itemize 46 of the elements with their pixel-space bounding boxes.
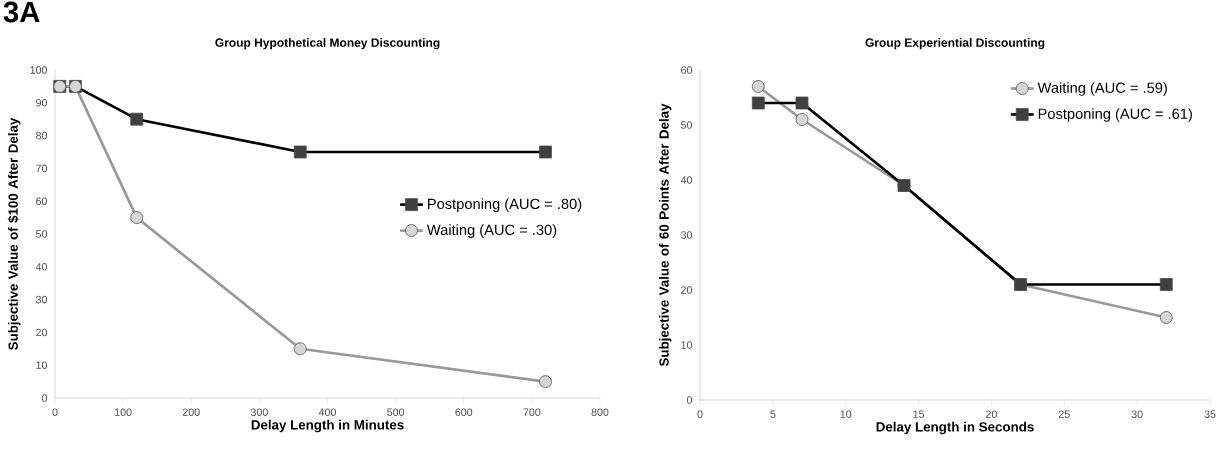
x-tick-label: 0 xyxy=(52,408,58,416)
legend-label: Waiting (AUC = .30) xyxy=(426,224,557,238)
y-tick-label: 50 xyxy=(36,230,48,238)
x-tick-label: 20 xyxy=(986,410,997,418)
y-tick-label: 0 xyxy=(686,396,693,404)
legend-label: Postponing (AUC = .80) xyxy=(428,198,582,212)
y-tick-label: 60 xyxy=(681,66,693,74)
y-tick-label: 100 xyxy=(30,66,48,74)
x-tick-label: 5 xyxy=(770,410,776,418)
y-tick-label: 30 xyxy=(680,231,693,239)
x-tick-label: 400 xyxy=(318,408,336,416)
x-tick-label: 30 xyxy=(1131,410,1143,418)
y-tick-label: 50 xyxy=(681,121,693,129)
y-axis-title: Subjective Value of 60 Points After Delay xyxy=(659,103,672,367)
x-tick-label: 0 xyxy=(697,410,703,418)
legend-label: Postponing (AUC = .61) xyxy=(1038,108,1192,122)
y-tick-label: 40 xyxy=(680,176,693,184)
chart-title: Group Hypothetical Money Discounting xyxy=(215,38,440,50)
y-tick-label: 60 xyxy=(36,197,48,205)
x-axis-title: Delay Length in Seconds xyxy=(876,421,1034,435)
y-tick-label: 10 xyxy=(681,341,693,349)
x-tick-label: 800 xyxy=(591,408,609,416)
chart-title: Group Experiential Discounting xyxy=(865,38,1045,50)
y-tick-label: 80 xyxy=(36,131,48,140)
x-axis-title: Delay Length in Minutes xyxy=(251,419,404,433)
x-tick-label: 15 xyxy=(913,410,925,418)
x-tick-label: 500 xyxy=(387,408,405,416)
y-tick-label: 10 xyxy=(36,361,48,369)
y-tick-label: 20 xyxy=(681,286,693,294)
legend-label: Waiting (AUC = .59) xyxy=(1037,82,1167,96)
x-tick-label: 100 xyxy=(115,408,132,416)
y-tick-label: 70 xyxy=(36,164,48,173)
x-tick-label: 35 xyxy=(1204,410,1216,418)
y-tick-label: 40 xyxy=(35,263,48,271)
y-tick-label: 30 xyxy=(35,295,48,304)
x-tick-label: 200 xyxy=(182,408,200,416)
y-tick-label: 90 xyxy=(36,99,48,107)
x-tick-label: 600 xyxy=(455,408,473,416)
x-tick-label: 300 xyxy=(250,408,268,416)
y-axis-title: Subjective Value of $100 After Delay xyxy=(7,117,21,350)
x-tick-label: 700 xyxy=(523,408,541,416)
x-tick-label: 10 xyxy=(840,410,852,418)
text: 3A xyxy=(3,1,40,23)
y-tick-label: 20 xyxy=(36,328,48,337)
x-tick-label: 25 xyxy=(1058,410,1070,418)
y-tick-label: 0 xyxy=(41,394,48,402)
